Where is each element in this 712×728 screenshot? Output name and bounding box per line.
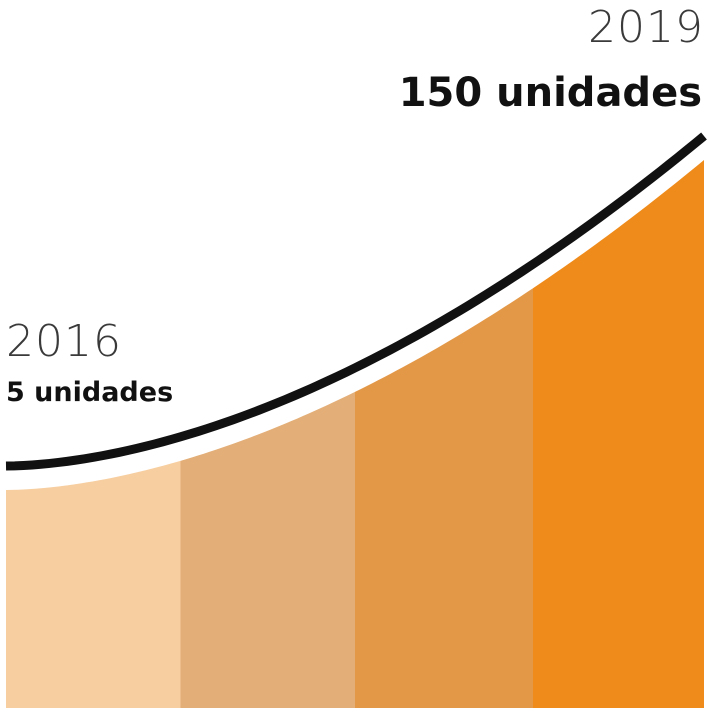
end-units-label: 150 unidades — [398, 70, 702, 116]
end-year-label: 2019 — [588, 2, 704, 53]
area-band-2019 — [532, 160, 704, 708]
area-band-2018 — [355, 288, 533, 708]
start-units-label: 5 unidades — [6, 377, 174, 408]
area-band-2016 — [6, 460, 181, 708]
area-bands — [6, 160, 704, 708]
trend-line — [5, 132, 707, 471]
start-year-label: 2016 — [6, 316, 122, 367]
area-band-2017 — [180, 391, 355, 708]
